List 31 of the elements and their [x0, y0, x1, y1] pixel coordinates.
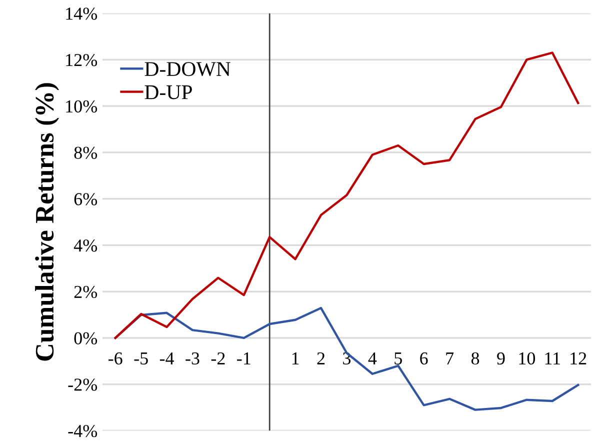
legend-label: D-DOWN: [144, 62, 230, 76]
x-tick-label: 12: [570, 352, 586, 364]
x-tick-label: 9: [497, 352, 505, 365]
x-tick-label: 7: [446, 352, 454, 364]
legend-label: D-UP: [144, 85, 192, 100]
x-tick-label: -1: [237, 352, 250, 364]
x-tick-label: 4: [368, 352, 377, 364]
y-tick-label: -2%: [68, 378, 98, 391]
x-tick-label: 11: [545, 352, 560, 364]
x-tick-label: 1: [292, 352, 299, 364]
x-tick-label: -3: [186, 352, 200, 365]
y-tick-label: 2%: [74, 286, 98, 298]
y-tick-label: 0%: [74, 332, 98, 344]
x-tick-label: -2: [211, 352, 225, 364]
x-tick-label: 5: [394, 352, 402, 365]
y-axis-title: Cumulative Returns (%): [35, 83, 59, 361]
y-tick-label: 8%: [74, 146, 98, 159]
y-tick-label: 10%: [66, 100, 98, 113]
x-tick-label: 6: [420, 352, 428, 365]
x-tick-label: -4: [160, 352, 174, 364]
y-tick-label: 4%: [74, 239, 98, 252]
x-tick-label: -5: [134, 352, 148, 365]
line-series: [114, 52, 580, 340]
y-tick-label: 6%: [74, 193, 98, 206]
x-tick-label: -6: [108, 352, 122, 365]
y-tick-label: 12%: [66, 54, 98, 66]
y-tick-label: 14%: [66, 8, 98, 20]
x-tick-label: 8: [471, 352, 480, 365]
x-tick-label: 10: [519, 352, 536, 365]
y-tick-label: -4%: [68, 424, 98, 438]
x-tick-label: 2: [317, 352, 325, 364]
